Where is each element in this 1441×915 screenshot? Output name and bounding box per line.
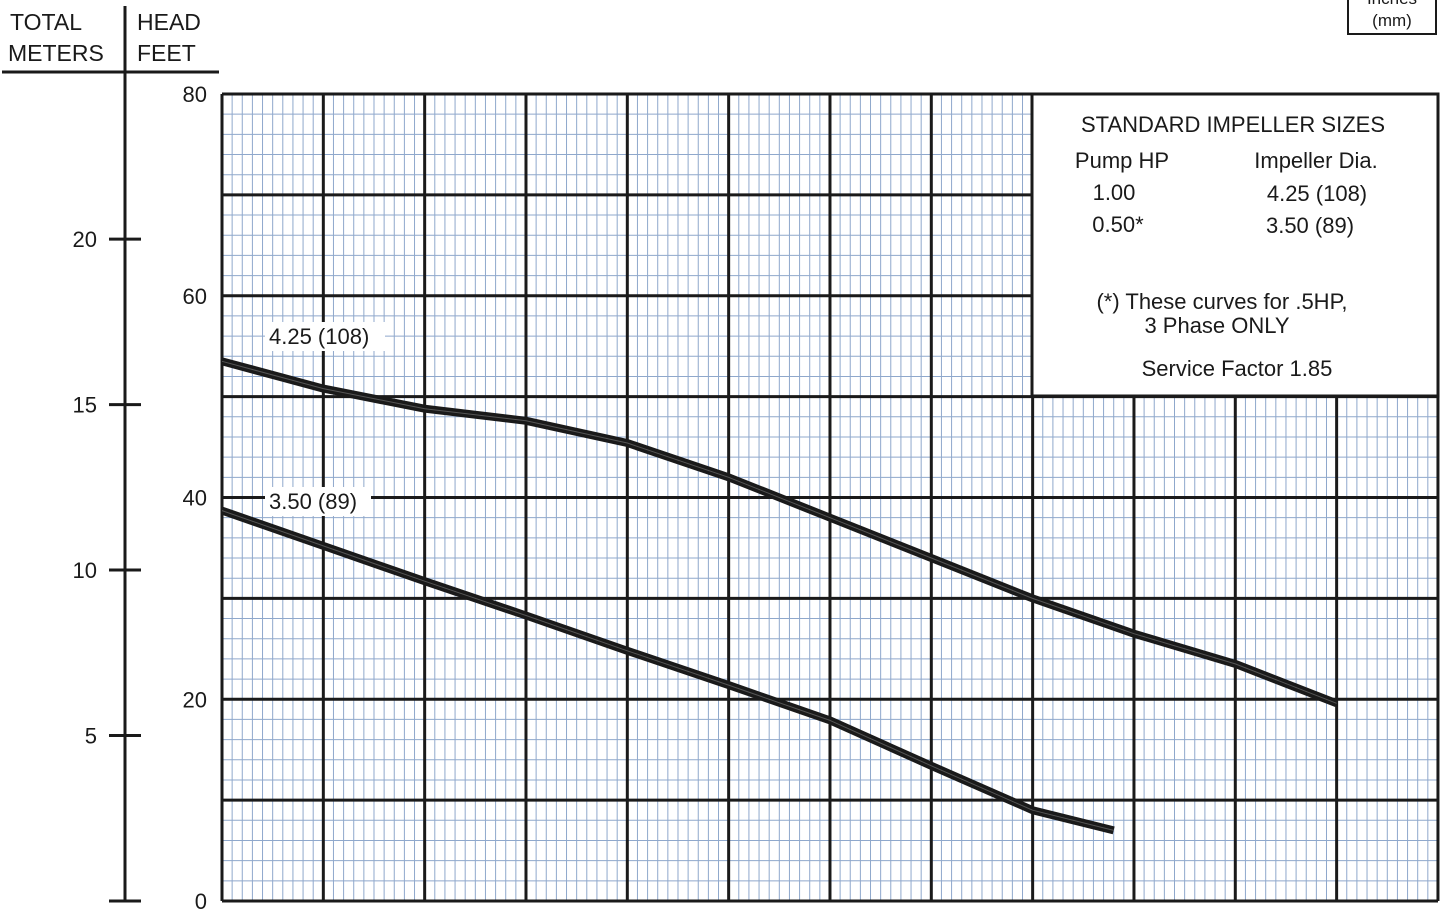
meter-tick-label: 15 — [73, 393, 97, 418]
legend-row1-dia: 4.25 (108) — [1267, 181, 1367, 206]
legend-row1-hp: 1.00 — [1093, 180, 1136, 205]
feet-header-line2: FEET — [137, 40, 196, 66]
feet-tick-label: 0 — [195, 889, 207, 914]
meters-header-line2: METERS — [8, 40, 104, 66]
curve-center-line — [221, 360, 1337, 704]
curve-center-line — [221, 510, 1114, 831]
legend-col-pump-hp: Pump HP — [1075, 148, 1169, 173]
feet-tick-label: 20 — [183, 687, 207, 712]
units-box-line1: Inches — [1367, 0, 1417, 8]
meter-tick-label: 10 — [73, 558, 97, 583]
units-box-line2: (mm) — [1372, 11, 1412, 30]
feet-tick-label: 40 — [183, 486, 207, 511]
units-box — [1347, 0, 1437, 35]
feet-tick-label: 80 — [183, 82, 207, 107]
legend-note-line1: (*) These curves for .5HP, — [1096, 289, 1347, 314]
legend-frame — [1030, 92, 1440, 398]
legend-row2-dia: 3.50 (89) — [1266, 213, 1354, 238]
curve-labels: 4.25 (108) 3.50 (89) — [265, 322, 385, 516]
performance-curves — [220, 357, 1339, 835]
curve-label: 4.25 (108) — [269, 324, 369, 349]
feet-header-line1: HEAD — [137, 9, 201, 35]
meter-tick-label: 20 — [73, 227, 97, 252]
curve-label-bg — [265, 487, 371, 516]
curve-label-bg — [265, 322, 385, 351]
legend-box: STANDARD IMPELLER SIZES Pump HP Impeller… — [1030, 92, 1440, 398]
legend-service-factor: Service Factor 1.85 — [1142, 356, 1333, 381]
curve-label: 3.50 (89) — [269, 489, 357, 514]
feet-axis-ticks: 0 20 40 60 80 — [183, 82, 207, 914]
feet-tick-label: 60 — [183, 284, 207, 309]
legend-title: STANDARD IMPELLER SIZES — [1081, 112, 1385, 137]
meters-axis-ticks: 5 10 15 20 — [73, 227, 141, 903]
meters-header-line1: TOTAL — [10, 9, 82, 35]
legend-note-line2: 3 Phase ONLY — [1144, 313, 1289, 338]
legend-row2-hp: 0.50* — [1092, 212, 1144, 237]
legend-col-impeller: Impeller Dia. — [1254, 148, 1377, 173]
meter-tick-label: 5 — [85, 724, 97, 749]
